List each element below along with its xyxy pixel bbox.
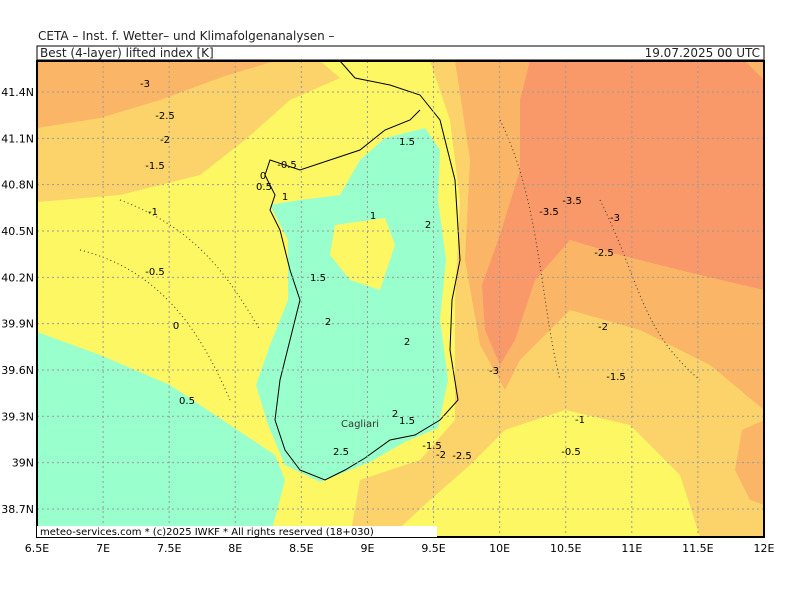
contour-label: -1.5 — [422, 441, 442, 452]
lat-label: 39.9N — [1, 318, 34, 331]
contour-label: -0.5 — [561, 447, 581, 458]
contour-label: -3 — [140, 79, 150, 90]
lon-label: 7E — [96, 542, 110, 555]
lon-label: 7.5E — [157, 542, 181, 555]
contour-label: 1.5 — [399, 137, 415, 148]
contour-label: 2 — [404, 337, 410, 348]
field — [37, 61, 764, 537]
contour-label: -2.5 — [452, 451, 472, 462]
contour-label: -3 — [489, 366, 499, 377]
lat-label: 39.6N — [1, 364, 34, 377]
lon-label: 11E — [621, 542, 642, 555]
contour-label: 2 — [425, 220, 431, 231]
lat-label: 39.3N — [1, 410, 34, 423]
lon-label: 8.5E — [289, 542, 313, 555]
lon-label: 9.5E — [421, 542, 445, 555]
contour-label: -3 — [610, 213, 620, 224]
contour-label: 2 — [392, 409, 398, 420]
contour-label: 0.5 — [179, 396, 195, 407]
contour-label: -2 — [436, 450, 446, 461]
lon-label: 10E — [489, 542, 510, 555]
footer-box — [37, 526, 437, 537]
contour-label: -2.5 — [594, 248, 614, 259]
contour-label: 2.5 — [333, 447, 349, 458]
lat-label: 39N — [12, 457, 34, 470]
lon-label: 8E — [228, 542, 242, 555]
place-label: Cagliari — [341, 419, 379, 430]
footer: meteo-services.com * (c)2025 IWKF * All … — [40, 527, 374, 538]
contour-label: -0.5 — [145, 267, 165, 278]
lon-label: 11.5E — [682, 542, 713, 555]
region-orange — [37, 61, 275, 128]
contour-label: 2 — [325, 317, 331, 328]
contour-label: -2 — [598, 322, 608, 333]
lat-label: 40.8N — [1, 179, 34, 192]
lon-label: 10.5E — [550, 542, 581, 555]
region-cyan — [256, 128, 448, 482]
contour-label: -1 — [148, 207, 158, 218]
lon-label: 6.5E — [25, 542, 49, 555]
contour-label: 1 — [370, 211, 376, 222]
lat-label: 40.2N — [1, 271, 34, 284]
lat-label: 41.4N — [1, 86, 34, 99]
region-deep-orange — [482, 61, 764, 365]
contour-label: 1.5 — [399, 416, 415, 427]
contour-label: -2.5 — [155, 111, 175, 122]
lat-label: 38.7N — [1, 503, 34, 516]
contour-label: -0.5 — [277, 160, 297, 171]
region-cyan — [37, 332, 285, 537]
lat-label: 41.1N — [1, 132, 34, 145]
grid — [37, 61, 764, 537]
contour-label: 1.5 — [310, 273, 326, 284]
parameter-title: Best (4-layer) lifted index [K] — [40, 46, 214, 60]
contour-label: 0.5 — [256, 182, 272, 193]
valid-time: 19.07.2025 00 UTC — [645, 46, 760, 60]
contour-label: -1 — [575, 415, 585, 426]
lon-label: 9E — [360, 542, 374, 555]
contour-label: 0 — [173, 321, 179, 332]
region-orange — [735, 420, 764, 505]
contour-label: -2 — [160, 135, 170, 146]
contour-label: -3.5 — [539, 207, 559, 218]
contour-label: 1 — [282, 192, 288, 203]
contour-label: -3.5 — [562, 196, 582, 207]
contour-label: -1.5 — [145, 161, 165, 172]
lat-label: 40.5N — [1, 225, 34, 238]
contour-label: -1.5 — [606, 372, 626, 383]
lon-label: 12E — [754, 542, 775, 555]
coastline — [264, 61, 461, 481]
institute-title: CETA – Inst. f. Wetter– und Klimafolgena… — [38, 29, 335, 43]
contour-label: 0 — [260, 171, 266, 182]
